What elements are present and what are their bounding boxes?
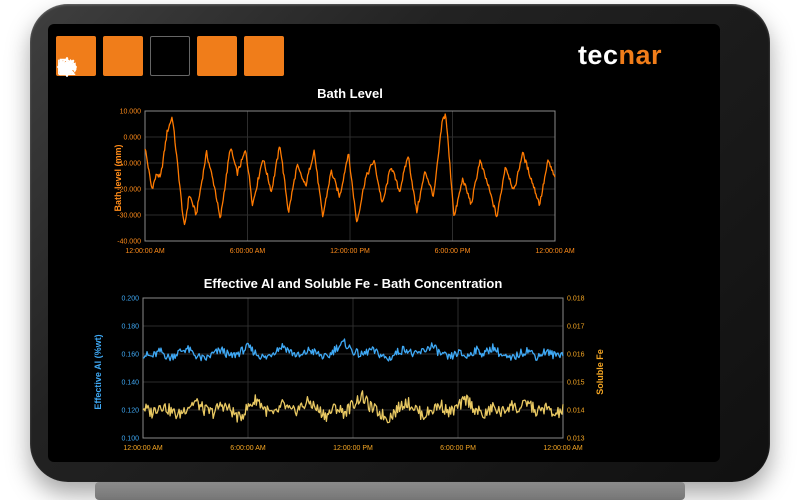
tablet-frame: tecnar Bath Level Bath level (mm) 10.000…: [30, 4, 770, 482]
logo-text-white: tec: [577, 40, 619, 70]
svg-text:12:00:00 PM: 12:00:00 PM: [333, 445, 373, 452]
svg-text:0.015: 0.015: [567, 380, 585, 387]
svg-text:12:00:00 AM: 12:00:00 AM: [125, 248, 164, 255]
svg-text:-20.000: -20.000: [117, 187, 141, 194]
svg-text:6:00:00 AM: 6:00:00 AM: [230, 248, 266, 255]
svg-text:-40.000: -40.000: [117, 239, 141, 246]
svg-text:6:00:00 PM: 6:00:00 PM: [440, 445, 476, 452]
svg-text:0.100: 0.100: [121, 436, 139, 443]
camera-button[interactable]: [58, 36, 143, 76]
svg-text:12:00:00 AM: 12:00:00 AM: [123, 445, 162, 452]
svg-text:0.017: 0.017: [567, 324, 585, 331]
tablet-stand: [95, 482, 685, 500]
concentration-chart-title: Effective Al and Soluble Fe - Bath Conce…: [203, 276, 503, 291]
svg-text:10.000: 10.000: [120, 109, 142, 116]
svg-text:-30.000: -30.000: [117, 213, 141, 220]
svg-text:0.180: 0.180: [121, 324, 139, 331]
bath-level-chart-title: Bath Level: [317, 86, 383, 101]
svg-text:0.014: 0.014: [567, 408, 585, 415]
settings-button[interactable]: [57, 36, 237, 77]
toolbar: [56, 36, 291, 77]
tecnar-logo: tecnar: [578, 40, 662, 71]
svg-text:12:00:00 PM: 12:00:00 PM: [330, 248, 370, 255]
svg-text:6:00:00 PM: 6:00:00 PM: [435, 248, 471, 255]
bath-level-plot: 10.000 0.000 -10.000 -20.000 -30.000 -40.000 1…: [117, 109, 575, 256]
trend-chart-button[interactable]: [58, 36, 190, 76]
svg-text:0.016: 0.016: [567, 352, 585, 359]
concentration-plot: 0.200 0.180 0.160 0.140 0.120 0.100 0.018 0.017…: [121, 296, 585, 453]
svg-text:0.200: 0.200: [121, 296, 139, 303]
svg-text:-10.000: -10.000: [117, 161, 141, 168]
svg-text:0.013: 0.013: [567, 436, 585, 443]
svg-text:12:00:00 AM: 12:00:00 AM: [543, 445, 582, 452]
lock-button[interactable]: [61, 36, 284, 76]
svg-text:12:00:00 AM: 12:00:00 AM: [535, 248, 574, 255]
svg-text:0.140: 0.140: [121, 380, 139, 387]
svg-text:0.000: 0.000: [123, 135, 141, 142]
logo-text-orange: nar: [618, 40, 662, 70]
app-screen: tecnar Bath Level Bath level (mm) 10.000…: [48, 24, 720, 462]
svg-text:0.160: 0.160: [121, 352, 139, 359]
svg-text:6:00:00 AM: 6:00:00 AM: [230, 445, 266, 452]
svg-text:0.120: 0.120: [121, 408, 139, 415]
svg-text:0.018: 0.018: [567, 296, 585, 303]
